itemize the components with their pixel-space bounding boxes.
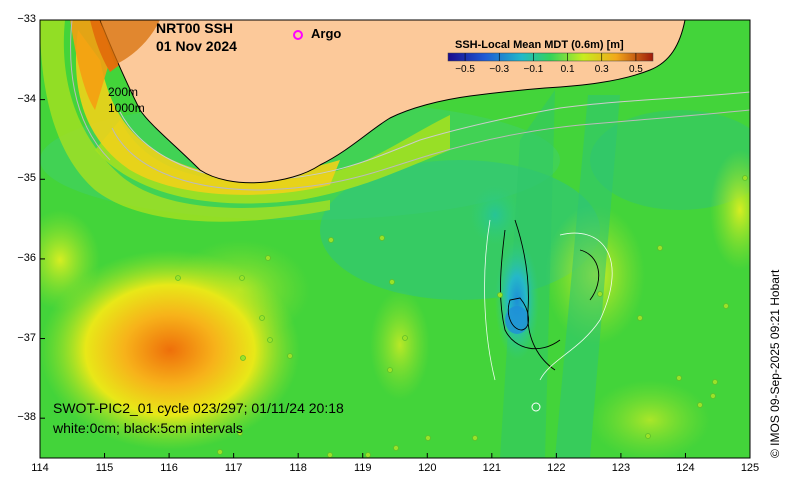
axis-ticks [39, 19, 751, 458]
imos-credit: © IMOS 09-Sep-2025 09:21 Hobart [768, 269, 782, 458]
y-tick-label: −35 [17, 172, 36, 185]
map-date: 01 Nov 2024 [156, 38, 237, 54]
colorbar-tick-label: 0.3 [594, 64, 609, 75]
cool-eddy [495, 240, 539, 360]
swot-contour-note: white:0cm; black:5cm intervals [53, 420, 243, 436]
y-tick-label: −34 [17, 92, 36, 105]
argo-legend-marker [293, 30, 303, 40]
isobath-200m [119, 91, 750, 181]
isobath-1000m [111, 109, 750, 191]
colorbar-tick-label: 0.1 [560, 64, 575, 75]
x-tick-label: 120 [418, 462, 437, 474]
colorbar-tick-label: 0.5 [628, 64, 643, 75]
ssh-field [40, 20, 750, 458]
swot-caption: SWOT-PIC2_01 cycle 023/297; 01/11/24 20:… [53, 400, 344, 416]
x-tick-label: 121 [482, 462, 501, 474]
swot-swath-east [555, 95, 620, 458]
isobath-1000m-label: 1000m [108, 101, 145, 115]
coastline [99, 20, 686, 184]
colorbar-tick-label: −0.1 [523, 64, 544, 75]
y-tick-label: −38 [17, 411, 36, 424]
x-tick-label: 114 [31, 462, 49, 474]
argo-floats [175, 175, 748, 458]
x-tick-label: 125 [740, 462, 760, 474]
x-tick-label: 122 [547, 462, 566, 474]
x-tick-label: 118 [289, 462, 307, 474]
colorbar [447, 52, 654, 62]
colorbar-label: SSH-Local Mean MDT (0.6m) [m] [455, 39, 624, 51]
y-tick-label: −33 [17, 13, 36, 25]
plot-frame [39, 19, 751, 459]
x-tick-label: 117 [224, 462, 243, 474]
colorbar-ramp [447, 52, 654, 62]
x-tick-label: 116 [160, 462, 178, 474]
x-tick-label: 119 [353, 462, 372, 474]
y-tick-label: −37 [17, 331, 36, 344]
y-tick-label: −36 [17, 251, 36, 264]
colorbar-tick-label: −0.3 [489, 64, 510, 75]
x-tick-label: 124 [676, 462, 695, 474]
colorbar-tick-label: −0.5 [455, 64, 475, 75]
argo-legend-label: Argo [311, 26, 342, 41]
x-tick-label: 115 [95, 462, 114, 474]
x-tick-label: 123 [611, 462, 631, 474]
warm-eddy [40, 250, 300, 450]
colorbar-ticks [464, 53, 637, 61]
map-title: NRT00 SSH [156, 20, 234, 36]
isobath-200m-label: 200m [108, 85, 139, 99]
